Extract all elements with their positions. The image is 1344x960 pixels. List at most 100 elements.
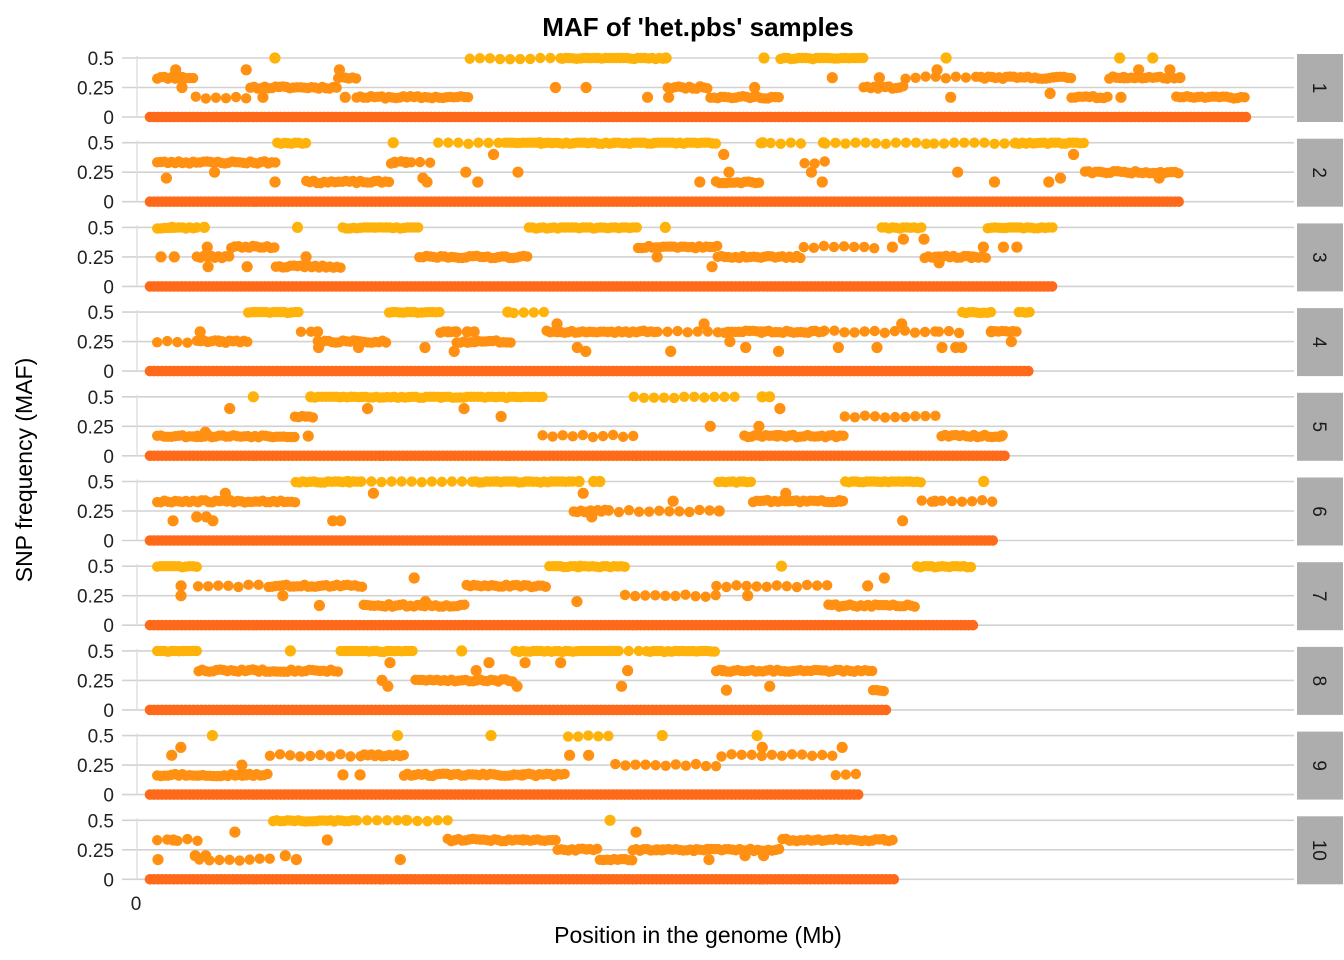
data-point bbox=[270, 157, 281, 168]
data-point bbox=[933, 326, 945, 337]
data-point bbox=[931, 64, 943, 76]
data-point bbox=[933, 257, 945, 269]
data-point bbox=[588, 475, 600, 488]
data-point bbox=[678, 391, 690, 402]
facet-strip bbox=[1297, 223, 1343, 292]
data-point bbox=[980, 252, 992, 263]
data-point bbox=[394, 853, 406, 866]
data-point bbox=[615, 680, 628, 692]
data-point bbox=[662, 326, 673, 337]
data-point bbox=[191, 561, 202, 573]
data-point bbox=[985, 306, 997, 318]
data-point bbox=[786, 749, 798, 760]
facet-panel-5: 0 0.25 0.5 5 bbox=[77, 388, 1343, 468]
data-point bbox=[832, 341, 844, 354]
data-point bbox=[999, 138, 1010, 149]
data-point bbox=[517, 834, 529, 846]
data-point bbox=[751, 581, 762, 592]
data-point bbox=[234, 855, 245, 866]
data-point bbox=[170, 64, 182, 76]
data-point bbox=[630, 759, 641, 770]
data-point bbox=[559, 768, 570, 780]
data-point bbox=[967, 619, 979, 631]
data-point bbox=[928, 138, 940, 149]
data-point bbox=[191, 645, 202, 657]
data-point bbox=[690, 758, 702, 770]
data-point bbox=[257, 91, 269, 103]
data-point bbox=[1173, 168, 1184, 179]
data-point bbox=[432, 137, 444, 148]
data-point bbox=[651, 251, 663, 263]
data-point bbox=[766, 749, 778, 760]
data-point bbox=[819, 325, 830, 336]
data-point bbox=[279, 850, 291, 862]
data-point bbox=[820, 138, 831, 149]
data-point bbox=[709, 391, 720, 402]
data-point bbox=[859, 326, 870, 337]
data-point bbox=[450, 326, 462, 338]
data-point bbox=[829, 325, 840, 336]
data-point bbox=[623, 504, 635, 516]
data-point bbox=[999, 450, 1010, 462]
data-point bbox=[269, 52, 281, 64]
data-point bbox=[587, 431, 599, 443]
data-point bbox=[672, 325, 683, 337]
data-point bbox=[887, 834, 898, 846]
data-point bbox=[775, 138, 786, 149]
data-point bbox=[1067, 148, 1080, 161]
data-point bbox=[668, 392, 680, 404]
data-point bbox=[242, 336, 253, 348]
data-point bbox=[381, 815, 393, 826]
data-point bbox=[966, 251, 978, 263]
data-points bbox=[144, 221, 1058, 292]
data-point bbox=[775, 560, 788, 572]
data-point bbox=[458, 403, 470, 415]
data-point bbox=[302, 430, 314, 442]
data-point bbox=[622, 665, 634, 677]
data-point bbox=[382, 680, 394, 692]
x-tick-label: 0 bbox=[131, 894, 142, 915]
data-point bbox=[828, 241, 840, 253]
data-point bbox=[640, 759, 651, 770]
data-point bbox=[518, 307, 529, 318]
data-points bbox=[144, 306, 1035, 377]
data-point bbox=[702, 83, 713, 94]
data-point bbox=[573, 475, 585, 488]
data-point bbox=[603, 730, 614, 742]
data-point bbox=[290, 853, 302, 866]
data-point bbox=[694, 504, 705, 516]
data-point bbox=[424, 157, 436, 168]
data-point bbox=[339, 91, 351, 103]
data-point bbox=[774, 403, 786, 415]
data-point bbox=[886, 241, 899, 253]
y-tick-label: 0.5 bbox=[88, 388, 114, 409]
y-tick-label: 0.5 bbox=[88, 218, 114, 239]
y-tick-label: 0.25 bbox=[77, 333, 114, 354]
data-point bbox=[654, 505, 665, 517]
data-point bbox=[456, 645, 468, 657]
data-point bbox=[577, 487, 589, 499]
data-point bbox=[805, 166, 818, 178]
data-point bbox=[422, 816, 433, 827]
data-point bbox=[224, 854, 235, 866]
data-point bbox=[1102, 91, 1113, 103]
data-point bbox=[709, 646, 721, 657]
data-point bbox=[442, 326, 454, 338]
y-tick-label: 0.25 bbox=[77, 163, 114, 184]
data-point bbox=[289, 431, 300, 443]
data-point bbox=[1011, 326, 1022, 337]
data-point bbox=[311, 326, 324, 338]
data-point bbox=[508, 307, 519, 319]
data-point bbox=[692, 326, 703, 337]
data-point bbox=[706, 261, 718, 273]
data-point bbox=[848, 241, 860, 253]
data-point bbox=[192, 581, 204, 592]
data-point bbox=[396, 476, 407, 487]
data-point bbox=[836, 741, 848, 754]
data-point bbox=[453, 137, 464, 148]
data-point bbox=[597, 430, 609, 442]
data-point bbox=[664, 506, 675, 517]
data-point bbox=[716, 751, 727, 762]
data-point bbox=[571, 341, 583, 354]
data-point bbox=[391, 730, 404, 742]
